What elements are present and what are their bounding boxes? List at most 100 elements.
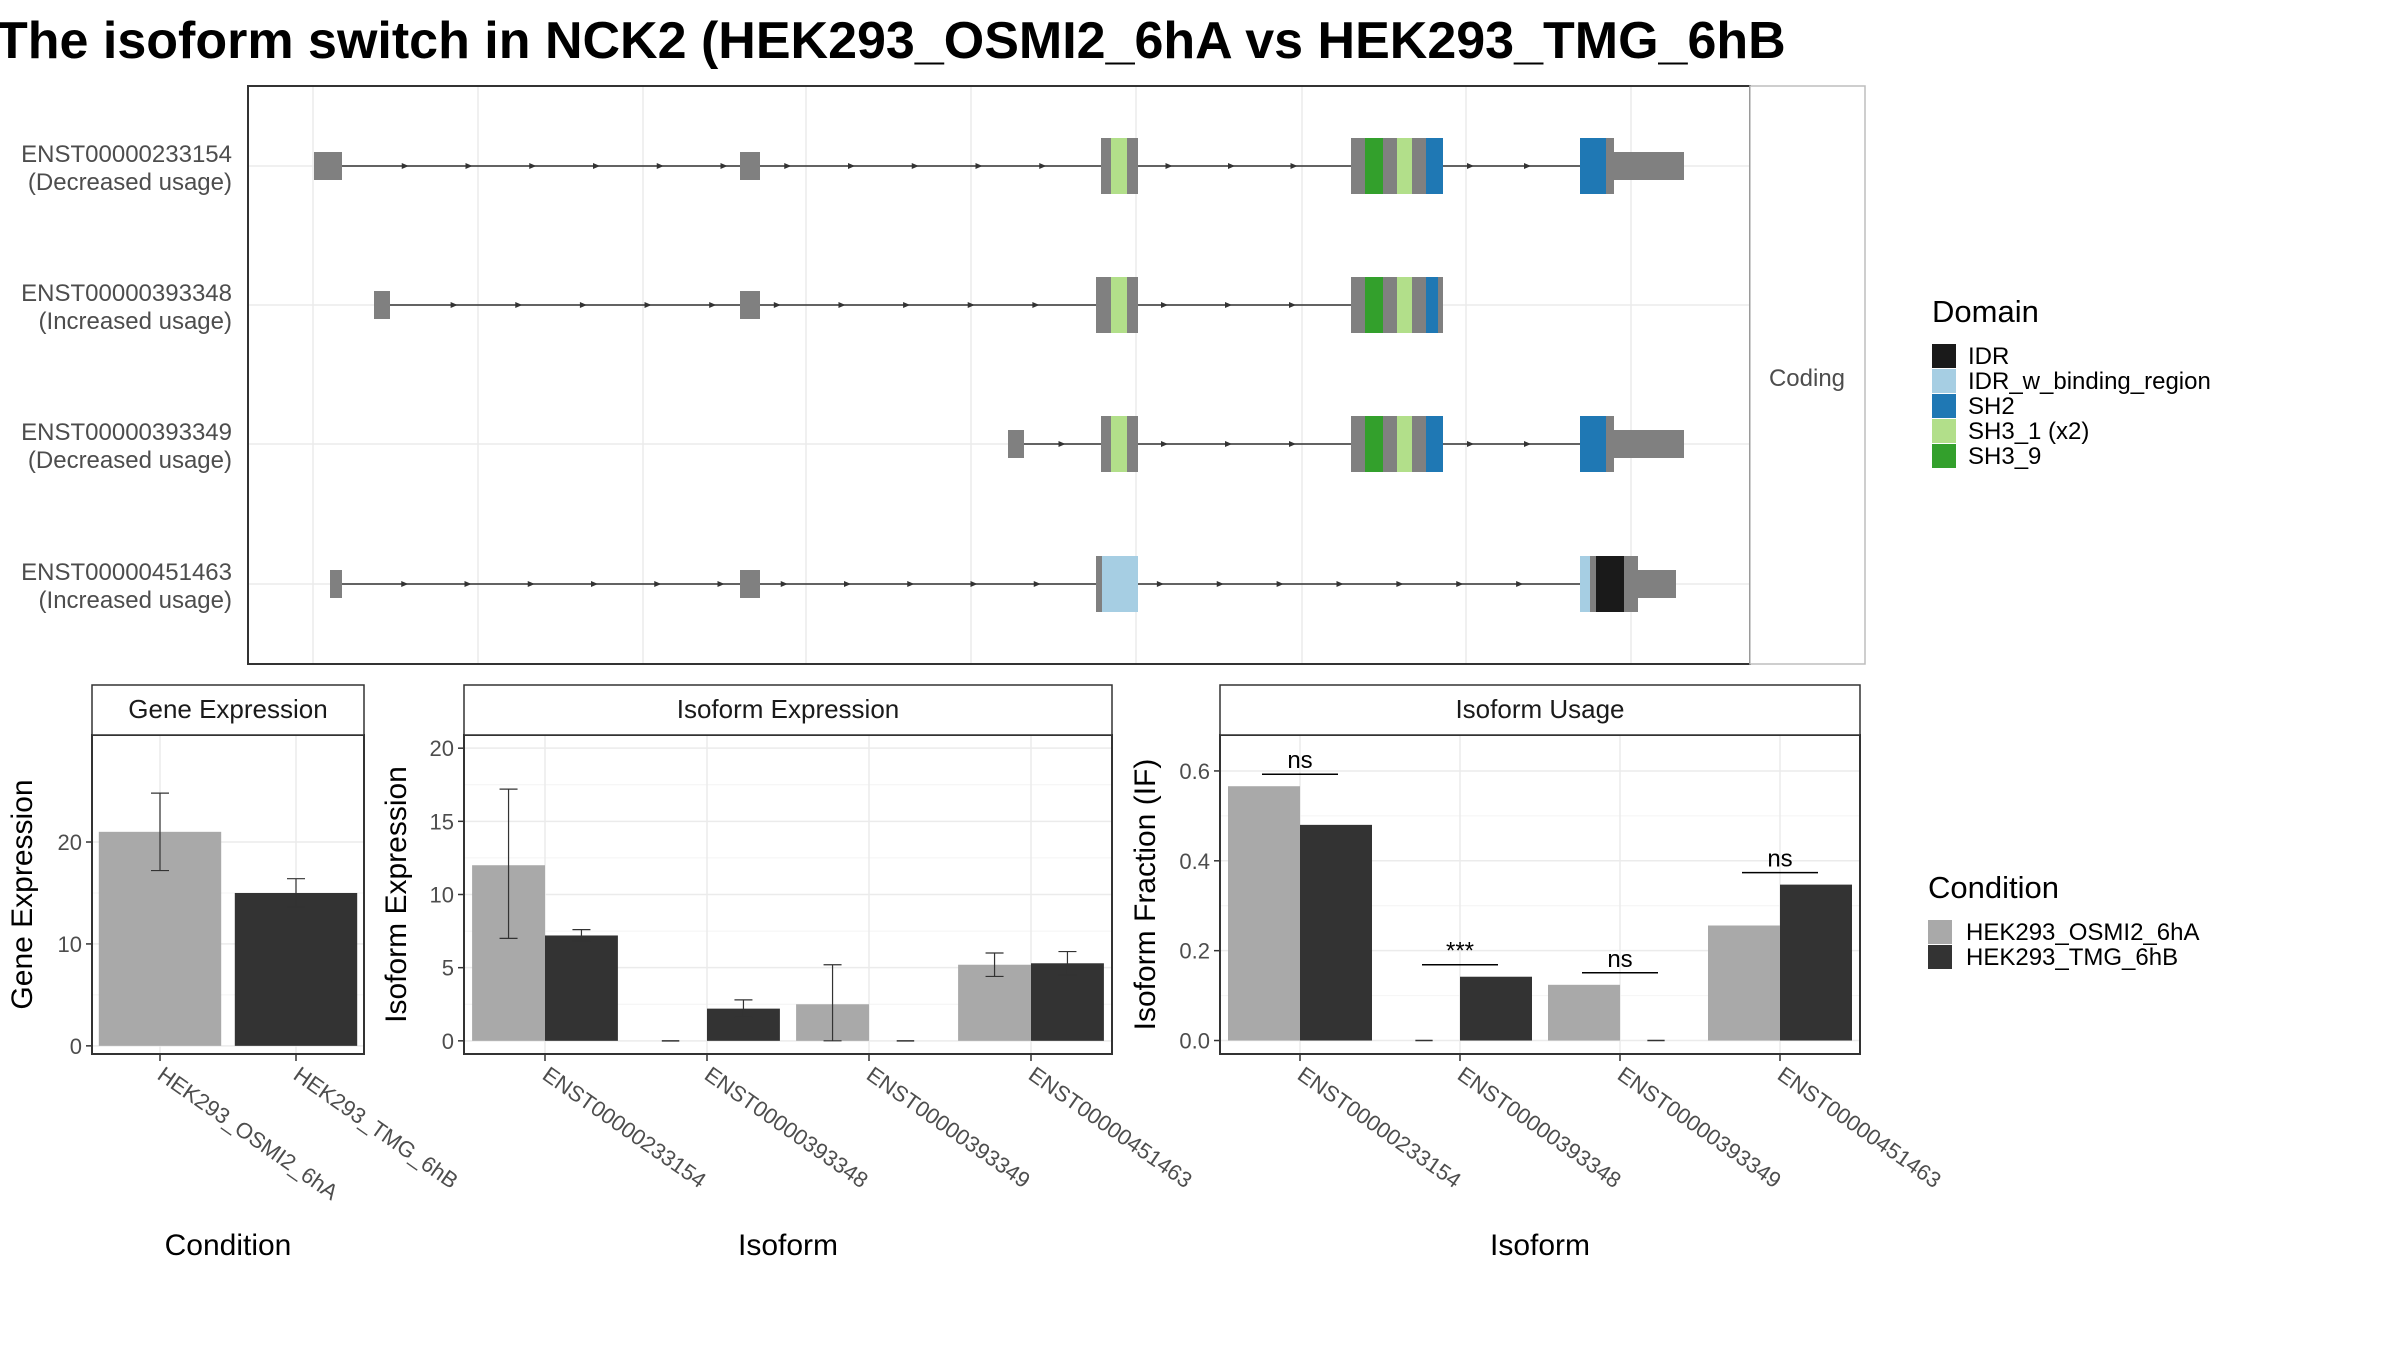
exon-block [1412,416,1426,472]
exon-block [1412,277,1426,333]
significance-label: ns [1287,747,1312,774]
intron-arrow-icon [780,581,788,587]
panel-strip-label: Isoform Usage [1455,694,1624,724]
domain-legend-swatch [1932,394,1956,418]
exon-block [1351,277,1365,333]
intron-arrow-icon [1039,163,1047,169]
bar [234,892,358,1046]
bar [1300,824,1372,1041]
y-tick-label: 5 [442,956,454,981]
exon-block [1614,152,1684,180]
domain-block [1580,416,1606,472]
x-tick-label: ENST00000233154 [1293,1062,1466,1193]
condition-legend-swatch [1928,920,1952,944]
y-tick-label: 0.0 [1179,1029,1210,1054]
exon-block [1383,138,1397,194]
exon-block [330,570,342,598]
intron-arrow-icon [1336,581,1344,587]
condition-legend-label: HEK293_TMG_6hB [1966,944,2178,971]
condition-legend-title: Condition [1928,870,2059,905]
intron-arrow-icon [1396,581,1404,587]
intron-arrow-icon [644,302,652,308]
domain-legend-swatch [1932,444,1956,468]
y-tick-label: 20 [58,830,82,855]
exon-block [740,570,760,598]
domain-block [1580,138,1606,194]
y-tick-label: 0.6 [1179,759,1210,784]
x-axis-title: Isoform [738,1229,838,1262]
intron-arrow-icon [515,302,523,308]
intron-arrow-icon [717,581,725,587]
intron-arrow-icon [1276,581,1284,587]
intron-arrow-icon [844,581,851,587]
y-tick-label: 0 [442,1029,454,1054]
x-tick-label: ENST00000393349 [862,1062,1035,1193]
panel-strip [91,684,365,736]
intron-arrow-icon [593,163,600,169]
bar [1708,925,1780,1041]
x-tick-label: ENST00000233154 [538,1062,711,1193]
exon-block [1606,138,1614,194]
intron-arrow-icon [970,581,978,587]
intron-arrow-icon [1032,302,1040,308]
intron-arrow-icon [401,163,409,169]
exon-block [374,291,390,319]
y-tick-label: 15 [430,809,454,834]
exon-block [1438,277,1443,333]
intron-arrow-icon [527,581,535,587]
domain-block [1397,138,1412,194]
domain-block [1397,416,1412,472]
intron-arrow-icon [1467,163,1474,169]
exon-block [1383,416,1397,472]
intron-arrow-icon [1524,163,1531,169]
exon-block [314,152,342,180]
bar [545,935,618,1041]
domain-legend-swatch [1932,344,1956,368]
x-tick-label: ENST00000393348 [700,1062,873,1193]
bar [1460,976,1532,1041]
intron-arrow-icon [1228,163,1235,169]
panel-strip [463,684,1113,736]
x-axis-title: Condition [165,1229,292,1262]
intron-arrow-icon [1456,581,1464,587]
exon-block [1614,430,1684,458]
domain-block [1426,277,1438,333]
significance-label: ns [1767,846,1792,873]
intron-arrow-icon [903,302,911,308]
facet-strip [1749,85,1866,665]
domain-legend-label: IDR [1968,343,2009,370]
intron-arrow-icon [1033,581,1041,587]
significance-label: ns [1607,946,1632,973]
intron-arrow-icon [1161,302,1168,308]
x-axis-title: Isoform [1490,1229,1590,1262]
condition-legend-label: HEK293_OSMI2_6hA [1966,919,2199,946]
exon-block [1127,138,1138,194]
intron-arrow-icon [465,163,473,169]
exon-block [740,291,760,319]
panel-strip [1219,684,1861,736]
intron-arrow-icon [1161,441,1168,447]
x-tick-label: ENST00000393349 [1613,1062,1786,1193]
transcript-usage-label: (Decreased usage) [28,169,232,196]
domain-legend-swatch [1932,369,1956,393]
intron-arrow-icon [967,302,975,308]
bar [1031,963,1104,1041]
domain-block [1111,138,1127,194]
exon-block [1412,138,1426,194]
facet-strip-label: Coding [1769,365,1845,392]
intron-arrow-icon [1467,441,1474,447]
intron-arrow-icon [1524,441,1531,447]
domain-legend-label: SH2 [1968,393,2015,420]
domain-legend-label: IDR_w_binding_region [1968,368,2211,395]
panel-strip-label: Isoform Expression [677,694,900,724]
intron-arrow-icon [1289,302,1296,308]
bar [1548,984,1620,1041]
isoform-usage-panel: 0.0 0.2 0.4 0.6 ns ENST00000233154 *** ENST0000… [1129,684,1946,1262]
exon-block [1127,277,1138,333]
y-axis-title: Gene Expression [6,779,39,1009]
intron-arrow-icon [656,163,664,169]
intron-arrow-icon [907,581,915,587]
exon-block [1590,556,1596,612]
exon-block [1351,138,1365,194]
transcript-usage-label: (Increased usage) [39,308,232,335]
